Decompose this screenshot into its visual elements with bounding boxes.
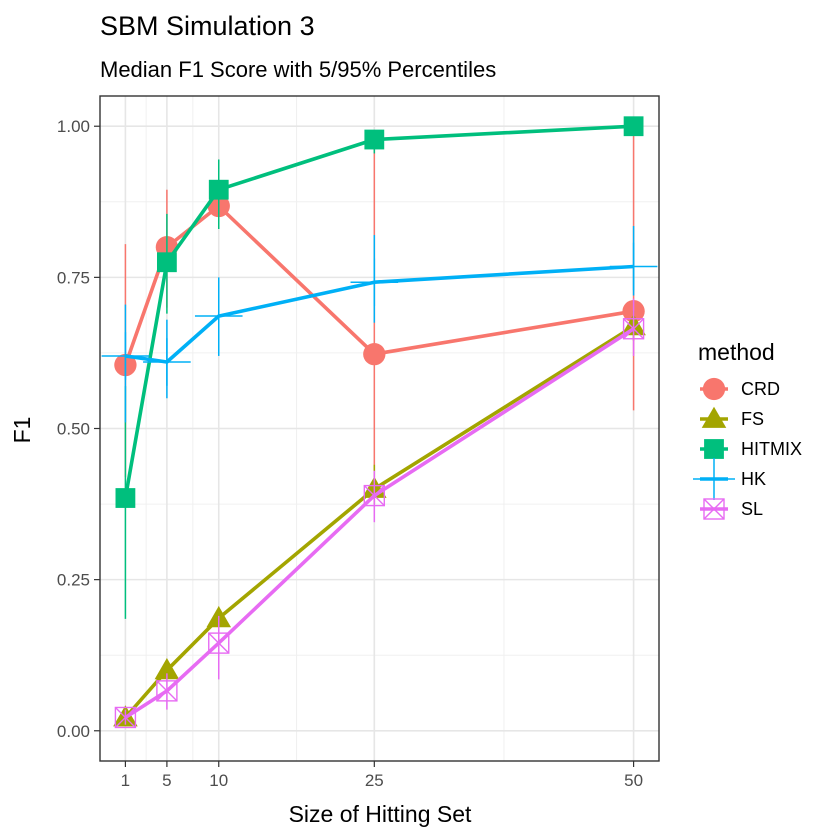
marker-square-x-box bbox=[363, 484, 386, 507]
y-tick-label: 0.00 bbox=[57, 722, 90, 741]
legend-key-fs bbox=[701, 406, 727, 428]
legend-label-crd: CRD bbox=[741, 379, 780, 399]
legend-item-hk: HK bbox=[693, 458, 766, 500]
data-point-hitmix bbox=[364, 129, 385, 150]
marker-square-x-diag bbox=[623, 318, 645, 340]
data-point-sl bbox=[363, 484, 386, 507]
series-hk bbox=[101, 225, 658, 423]
marker-square-x-box bbox=[114, 706, 137, 729]
data-point-fs bbox=[154, 658, 180, 680]
marker-square-x-diag bbox=[114, 706, 136, 728]
legend-item-hitmix: HITMIX bbox=[700, 439, 802, 459]
data-point-hk bbox=[143, 338, 191, 386]
y-axis: 0.00 0.25 0.50 0.75 1.00 bbox=[57, 117, 100, 741]
plot-panel bbox=[100, 96, 659, 761]
series-layer bbox=[101, 116, 658, 729]
marker-square-x-box bbox=[703, 498, 725, 520]
y-axis-title: F1 bbox=[9, 417, 35, 444]
legend-label-hitmix: HITMIX bbox=[741, 439, 802, 459]
y-tick-label: 0.50 bbox=[57, 420, 90, 439]
y-tick-label: 0.75 bbox=[57, 268, 90, 287]
legend-label-hk: HK bbox=[741, 469, 766, 489]
y-tick-label: 0.25 bbox=[57, 571, 90, 590]
legend-item-sl: SL bbox=[700, 498, 763, 520]
data-point-sl bbox=[156, 680, 178, 702]
legend-title: method bbox=[698, 339, 775, 365]
marker-square-x-diag bbox=[208, 632, 230, 654]
x-tick-label: 1 bbox=[121, 771, 130, 790]
x-tick-label: 5 bbox=[162, 771, 171, 790]
legend-key-hitmix bbox=[704, 439, 724, 459]
legend-item-crd: CRD bbox=[700, 377, 780, 401]
x-tick-label: 50 bbox=[624, 771, 643, 790]
x-axis: 1 5 10 25 50 bbox=[121, 761, 643, 790]
x-tick-label: 10 bbox=[209, 771, 228, 790]
marker-square-x-diag bbox=[703, 498, 725, 520]
legend-key-crd bbox=[702, 377, 726, 401]
x-tick-label: 25 bbox=[365, 771, 384, 790]
marker-square-x-box bbox=[208, 632, 230, 654]
legend-label-sl: SL bbox=[741, 499, 763, 519]
data-point-hk bbox=[609, 242, 658, 291]
series-sl bbox=[114, 298, 645, 729]
data-point-hk bbox=[101, 332, 150, 380]
marker-square-x-diag bbox=[363, 485, 385, 507]
data-point-hitmix bbox=[623, 116, 644, 137]
series-hitmix bbox=[115, 116, 644, 619]
data-point-hitmix bbox=[208, 179, 229, 200]
legend-key-hk bbox=[693, 458, 735, 500]
data-point-hk bbox=[350, 258, 399, 306]
data-point-hk bbox=[194, 292, 243, 340]
legend-item-fs: FS bbox=[700, 406, 764, 429]
y-tick-label: 1.00 bbox=[57, 117, 90, 136]
data-point-sl bbox=[622, 318, 645, 340]
data-point-hitmix bbox=[115, 488, 136, 508]
data-point-sl bbox=[114, 706, 137, 729]
chart-subtitle: Median F1 Score with 5/95% Percentiles bbox=[100, 57, 496, 82]
legend: method CRD FS HITMIX HK SL bbox=[693, 339, 802, 520]
legend-label-fs: FS bbox=[741, 409, 764, 429]
data-point-crd bbox=[363, 342, 386, 366]
marker-square-x-box bbox=[156, 680, 178, 702]
panel-border bbox=[99, 95, 660, 762]
data-point-hitmix bbox=[156, 252, 177, 273]
chart-title: SBM Simulation 3 bbox=[100, 11, 315, 41]
legend-key-sl bbox=[703, 498, 725, 520]
x-axis-title: Size of Hitting Set bbox=[289, 801, 472, 827]
marker-square-x-box bbox=[622, 318, 645, 340]
data-point-sl bbox=[208, 632, 230, 654]
marker-square-x-diag bbox=[156, 680, 178, 702]
